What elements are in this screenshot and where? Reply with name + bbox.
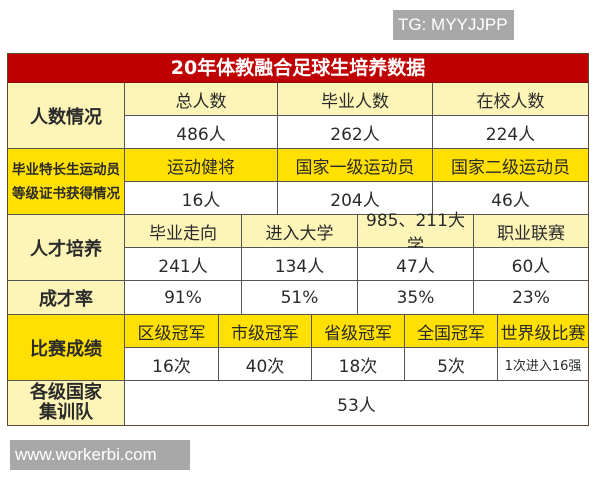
header-national-first-class: 国家一级运动员 <box>278 149 433 182</box>
header-province-champion: 省级冠军 <box>312 315 405 348</box>
header-graduated: 毕业人数 <box>278 83 433 116</box>
value-city-champion: 40次 <box>219 348 312 381</box>
header-city-champion: 市级冠军 <box>219 315 312 348</box>
rate-graduation: 91% <box>125 281 242 315</box>
value-world-competition: 1次进入16强 <box>498 348 588 381</box>
value-university: 134人 <box>242 248 358 281</box>
rate-university: 51% <box>242 281 358 315</box>
header-graduation-path: 毕业走向 <box>125 215 242 248</box>
value-985-211: 47人 <box>358 248 474 281</box>
row-label-athlete-grades: 毕业特长生运动员 等级证书获得情况 <box>8 149 125 215</box>
label-line2: 等级证书获得情况 <box>12 185 120 202</box>
value-pro-league: 60人 <box>474 248 588 281</box>
value-district-champion: 16次 <box>125 348 219 381</box>
value-graduation-path: 241人 <box>125 248 242 281</box>
watermark-top: TG: MYYJJPP <box>393 10 514 40</box>
header-national-second-class: 国家二级运动员 <box>433 149 588 182</box>
header-pro-league: 职业联赛 <box>474 215 588 248</box>
row-label-national-squad: 各级国家 集训队 <box>8 381 125 425</box>
value-national-first-class: 204人 <box>278 182 433 215</box>
label-line1: 毕业特长生运动员 <box>12 161 120 178</box>
header-district-champion: 区级冠军 <box>125 315 219 348</box>
value-national-squad: 53人 <box>125 381 588 425</box>
header-master-athlete: 运动健将 <box>125 149 278 182</box>
value-enrolled: 224人 <box>433 116 588 149</box>
rate-pro-league: 23% <box>474 281 588 315</box>
row-label-success-rate: 成才率 <box>8 281 125 315</box>
rate-985-211: 35% <box>358 281 474 315</box>
value-national-second-class: 46人 <box>433 182 588 215</box>
header-985-211: 985、211大学 <box>358 211 474 256</box>
label-line1: 各级国家 <box>30 382 102 403</box>
label-line2: 集训队 <box>39 402 93 423</box>
header-total: 总人数 <box>125 83 278 116</box>
value-national-champion: 5次 <box>405 348 498 381</box>
value-graduated: 262人 <box>278 116 433 149</box>
value-total: 486人 <box>125 116 278 149</box>
header-enrolled: 在校人数 <box>433 83 588 116</box>
header-national-champion: 全国冠军 <box>405 315 498 348</box>
value-master-athlete: 16人 <box>125 182 278 215</box>
table-title: 20年体教融合足球生培养数据 <box>8 54 588 83</box>
header-world-competition: 世界级比赛 <box>498 315 588 348</box>
row-label-talent: 人才培养 <box>8 215 125 281</box>
watermark-bottom: www.workerbi.com <box>10 440 190 470</box>
row-label-competitions: 比赛成绩 <box>8 315 125 381</box>
header-university: 进入大学 <box>242 215 358 248</box>
training-data-table: 20年体教融合足球生培养数据 人数情况 总人数 毕业人数 在校人数 486人 2… <box>7 53 589 426</box>
value-province-champion: 18次 <box>312 348 405 381</box>
row-label-population: 人数情况 <box>8 83 125 149</box>
